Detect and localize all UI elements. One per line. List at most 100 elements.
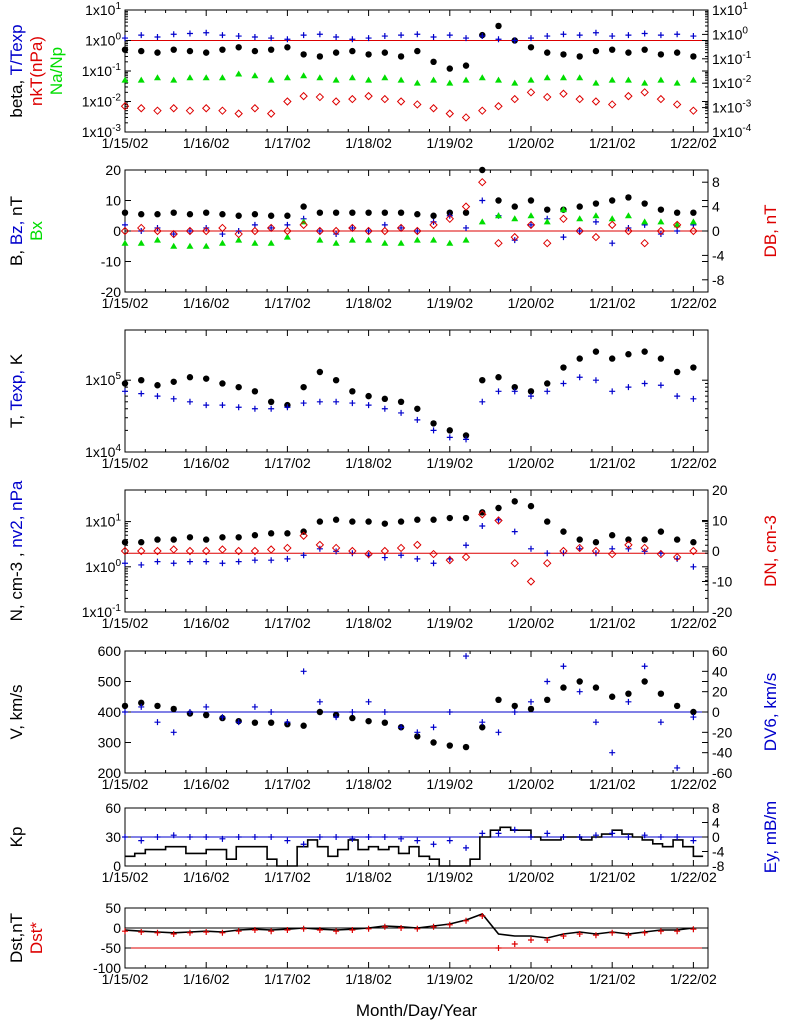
data-point xyxy=(478,218,486,225)
panel-frame xyxy=(124,489,709,613)
x-tick-label: 1/20/02 xyxy=(508,615,555,631)
data-point xyxy=(478,177,487,187)
data-point xyxy=(218,223,227,233)
data-point xyxy=(494,516,503,525)
data-point xyxy=(201,226,211,236)
right-tick-label: 20 xyxy=(712,684,728,700)
data-point xyxy=(266,109,276,118)
data-point xyxy=(381,709,388,715)
data-point xyxy=(544,678,551,685)
data-point xyxy=(284,36,291,43)
data-point xyxy=(527,76,535,83)
data-point xyxy=(559,89,568,98)
right-tick-label: 10 xyxy=(712,513,728,529)
data-point xyxy=(331,543,341,553)
data-point xyxy=(170,560,177,567)
data-point xyxy=(316,236,324,243)
data-point xyxy=(203,929,210,935)
data-point xyxy=(641,380,648,387)
data-point xyxy=(478,74,486,81)
data-point xyxy=(316,708,324,716)
y-tick-label: 10 xyxy=(105,193,121,209)
x-tick-label: 1/16/02 xyxy=(183,776,230,792)
data-point xyxy=(575,94,584,104)
data-point xyxy=(234,109,243,118)
data-point xyxy=(625,49,632,56)
data-point xyxy=(446,209,453,216)
data-point xyxy=(609,240,616,247)
data-point xyxy=(138,703,145,710)
data-point xyxy=(397,239,405,246)
data-point xyxy=(185,106,195,115)
data-point xyxy=(332,209,340,216)
data-point xyxy=(544,206,551,213)
data-point xyxy=(398,409,405,416)
data-point xyxy=(576,74,584,81)
axis-label-part: Texp, xyxy=(7,365,26,410)
data-point xyxy=(511,215,519,222)
data-point xyxy=(219,714,226,721)
data-point xyxy=(122,35,128,42)
series-2 xyxy=(120,510,698,586)
data-point xyxy=(494,102,503,111)
data-point xyxy=(251,405,258,412)
data-point xyxy=(316,698,323,705)
data-point xyxy=(120,226,130,236)
series-0 xyxy=(121,498,697,546)
data-point xyxy=(592,29,599,36)
data-point xyxy=(397,76,405,83)
x-tick-label: 1/16/02 xyxy=(183,971,230,987)
data-point xyxy=(365,698,372,705)
data-point xyxy=(609,830,616,837)
data-point xyxy=(138,376,145,384)
data-point xyxy=(609,388,616,395)
x-tick-label: 1/15/02 xyxy=(102,615,149,631)
right-axis-label: DV6, km/s xyxy=(761,673,780,751)
right-tick-label: 0 xyxy=(712,704,720,720)
x-tick-label: 1/21/02 xyxy=(589,869,636,885)
data-point xyxy=(332,49,340,56)
left-axis-title: Dst,nT xyxy=(7,913,26,963)
data-point xyxy=(560,550,567,557)
data-point xyxy=(268,405,275,412)
axis-label-part: beta, xyxy=(7,75,26,117)
axis-label-part: nT xyxy=(7,196,26,216)
data-point xyxy=(170,76,178,83)
axis-label-part: nv2, nPa xyxy=(7,480,26,548)
data-point xyxy=(381,554,388,561)
x-tick-label: 1/22/02 xyxy=(670,776,717,792)
data-point xyxy=(527,502,535,510)
data-point xyxy=(673,536,681,543)
panel-beta: 1x10-3 1x10-2 1x10-1 1x100 1x101 1x10-4 1x10-3… xyxy=(7,1,752,151)
data-point xyxy=(592,550,599,557)
data-point xyxy=(300,203,307,210)
y-tick-label: 30 xyxy=(105,829,121,845)
data-point xyxy=(462,76,470,83)
data-point xyxy=(398,835,405,842)
data-point xyxy=(364,549,373,559)
series-0 xyxy=(125,826,704,867)
data-point xyxy=(576,678,583,685)
series-0 xyxy=(121,166,697,219)
data-point xyxy=(625,536,632,543)
data-point xyxy=(495,830,502,837)
data-point xyxy=(478,510,487,519)
data-point xyxy=(170,395,177,402)
data-point xyxy=(235,44,242,51)
data-point xyxy=(461,202,471,211)
data-point xyxy=(235,558,242,565)
data-point xyxy=(511,702,518,710)
data-point xyxy=(219,402,226,409)
data-point xyxy=(625,834,632,840)
data-point xyxy=(560,528,567,535)
data-point xyxy=(137,239,145,246)
y-tick-label: 0 xyxy=(113,858,121,874)
data-point xyxy=(608,355,616,362)
data-point xyxy=(479,913,486,919)
data-point xyxy=(446,837,453,844)
data-point xyxy=(365,392,372,400)
x-tick-label: 1/22/02 xyxy=(670,135,717,151)
data-point xyxy=(462,432,470,439)
data-point xyxy=(463,653,470,660)
